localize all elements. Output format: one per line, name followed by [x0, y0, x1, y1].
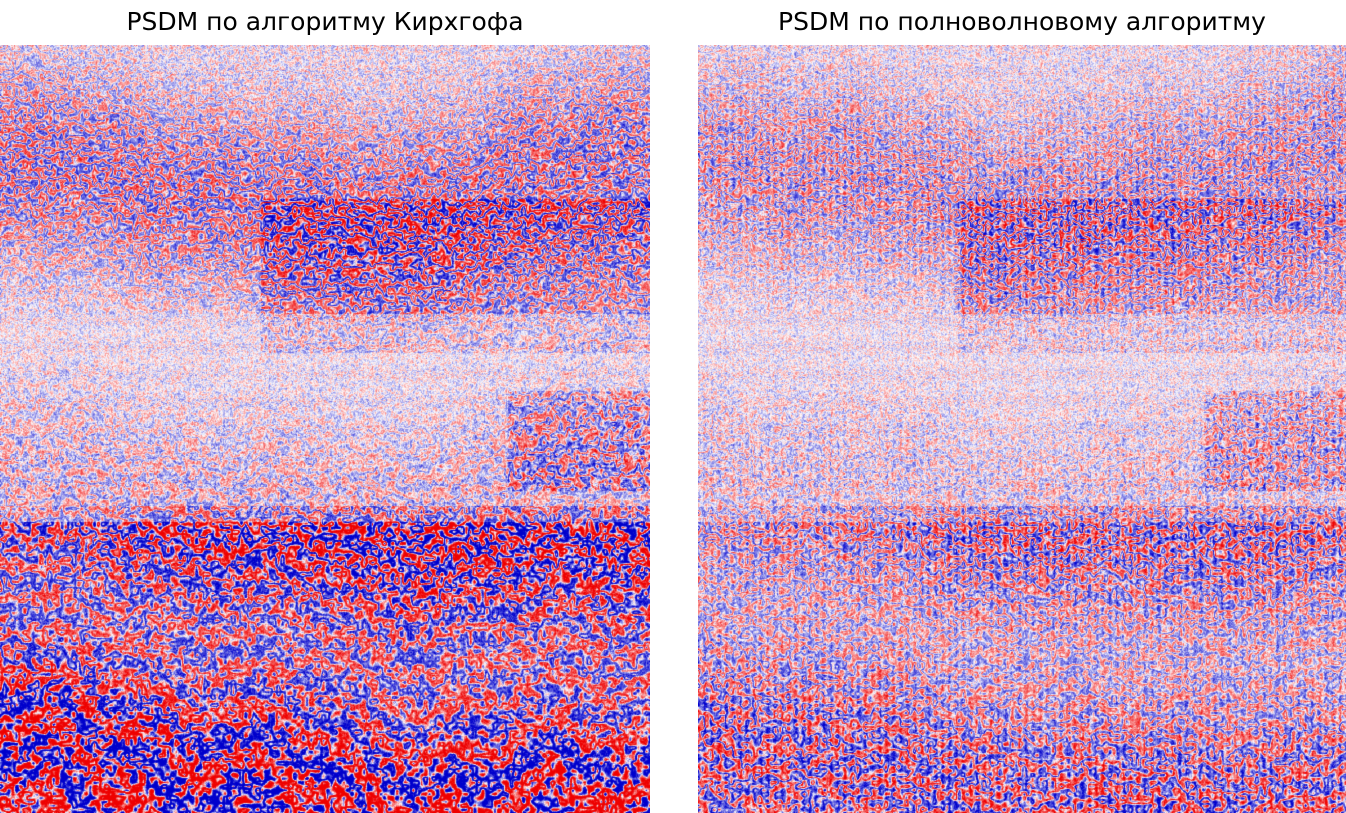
kirchhoff-seismic-image [0, 45, 650, 813]
kirchhoff-panel-title: PSDM по алгоритму Кирхгофа [126, 7, 524, 36]
full-wave-seismic-image [698, 45, 1346, 813]
full-wave-panel-title: PSDM по полноволновому алгоритму [778, 7, 1266, 36]
